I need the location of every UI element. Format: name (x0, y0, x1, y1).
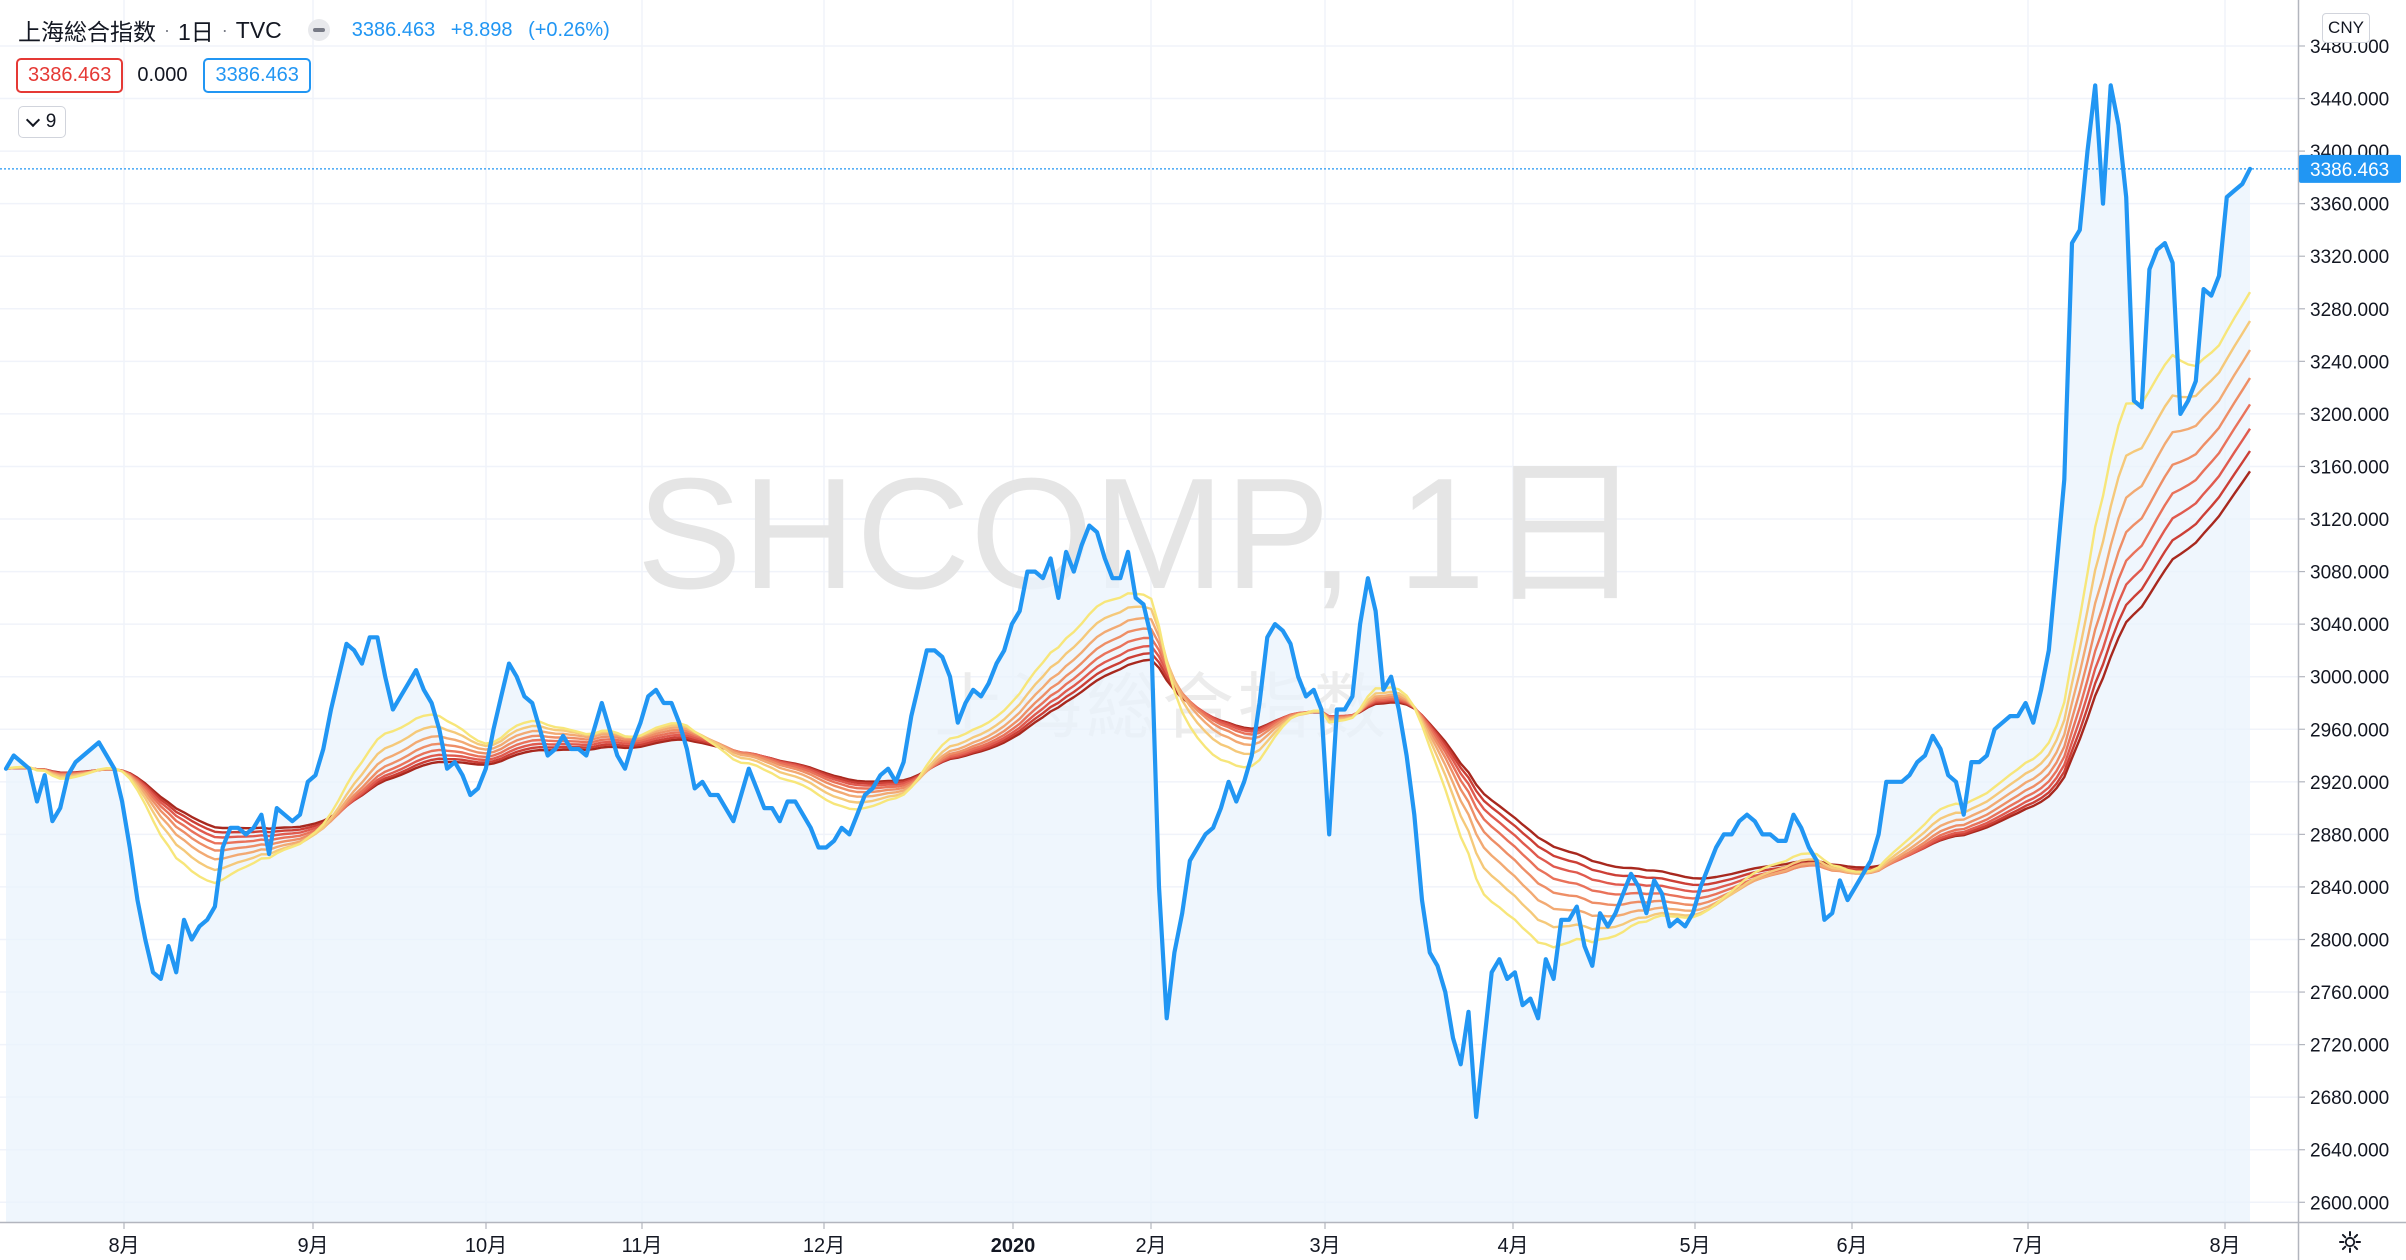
ribbon-value-box: 3386.463 (203, 58, 311, 93)
y-tick-label: 2880.000 (2310, 825, 2389, 846)
separator: · (164, 19, 170, 40)
x-tick-label: 7月 (2012, 1235, 2043, 1257)
symbol-name[interactable]: 上海総合指数 (18, 19, 156, 45)
x-tick-label: 10月 (465, 1235, 507, 1257)
gear-icon[interactable] (2338, 1230, 2362, 1254)
y-tick-label: 2920.000 (2310, 773, 2389, 794)
y-tick-label: 3280.000 (2310, 300, 2389, 321)
y-tick-label: 3040.000 (2310, 615, 2389, 636)
x-tick-label: 3月 (1309, 1235, 1340, 1257)
y-tick-label: 2840.000 (2310, 878, 2389, 899)
y-tick-label: 3440.000 (2310, 90, 2389, 111)
y-tick-label: 2960.000 (2310, 720, 2389, 741)
price-axis[interactable]: 3480.0003440.0003400.0003360.0003320.000… (2297, 0, 2406, 1260)
ribbon-ema-55 (5, 470, 2251, 880)
x-tick-label: 9月 (297, 1235, 328, 1257)
price-line (3, 83, 2253, 1119)
y-tick-label: 2800.000 (2310, 930, 2389, 951)
chevron-down-icon (25, 112, 40, 127)
price-value-box: 3386.463 (16, 58, 124, 93)
interval-label[interactable]: 1日 (178, 19, 214, 45)
y-tick-label: 2640.000 (2310, 1141, 2389, 1162)
ribbon-ema-25 (5, 320, 2252, 931)
y-tick-label: 3160.000 (2310, 457, 2389, 478)
exchange-label: TVC (235, 16, 282, 43)
price-axis-bg[interactable] (2298, 0, 2406, 1260)
y-tick-label: 3360.000 (2310, 195, 2389, 216)
price-change: +8.898 (450, 18, 513, 41)
x-tick-label: 2月 (1135, 1235, 1166, 1257)
x-tick-label: 11月 (622, 1235, 663, 1257)
last-price-label: 3386.463 (2310, 160, 2389, 181)
last-price-label-bg (2299, 154, 2401, 183)
indicators-count: 9 (45, 111, 57, 132)
x-tick-label: 5月 (1679, 1235, 1710, 1257)
y-tick-label: 2720.000 (2310, 1036, 2389, 1057)
indicator-value: 0.000 (137, 64, 188, 86)
quote-values: 3386.463 +8.898 (+0.26%) (352, 19, 620, 42)
x-tick-label: 8月 (2209, 1235, 2240, 1257)
y-tick-label: 3240.000 (2310, 352, 2389, 373)
indicator-values-row: 3386.463 0.000 3386.463 (16, 58, 311, 93)
x-tick-label: 8月 (108, 1235, 139, 1257)
y-tick-label: 2680.000 (2310, 1088, 2389, 1109)
time-axis[interactable]: 8月 9月 10月 11月 12月 2020 2月 3月 4月 5月 6月 7月 8月 (0, 1221, 2406, 1257)
y-tick-label: 3080.000 (2310, 563, 2389, 584)
legend-header: 上海総合指数 · 1日 · TVC 3386.463 +8.898 (+0.26… (18, 12, 620, 48)
price-area-fill (6, 85, 2250, 1222)
y-tick-label: 3000.000 (2310, 668, 2389, 689)
x-tick-label: 4月 (1497, 1235, 1528, 1257)
series-layer (3, 83, 2253, 1222)
last-price-label-group: 3386.463 (0, 154, 2401, 183)
y-tick-label: 2600.000 (2310, 1193, 2389, 1214)
separator: · (221, 19, 228, 40)
y-tick-label: 2760.000 (2310, 983, 2389, 1004)
y-tick-label: 3120.000 (2310, 510, 2389, 531)
x-tick-label: 2020 (991, 1235, 1036, 1257)
price-change-pct: (+0.26%) (528, 18, 610, 41)
y-tick-label: 3200.000 (2310, 405, 2389, 426)
x-tick-label: 6月 (1836, 1235, 1867, 1257)
watermark-title: SHCOMP, 1日 (637, 446, 1644, 622)
eye-hidden-icon[interactable] (307, 19, 330, 41)
indicators-toggle-button[interactable]: 9 (18, 106, 66, 138)
currency-badge[interactable]: CNY (2322, 13, 2370, 43)
last-price: 3386.463 (351, 18, 436, 41)
x-tick-label: 12月 (803, 1235, 845, 1257)
ribbon-ema-20 (5, 291, 2252, 949)
y-tick-label: 3320.000 (2310, 247, 2389, 268)
